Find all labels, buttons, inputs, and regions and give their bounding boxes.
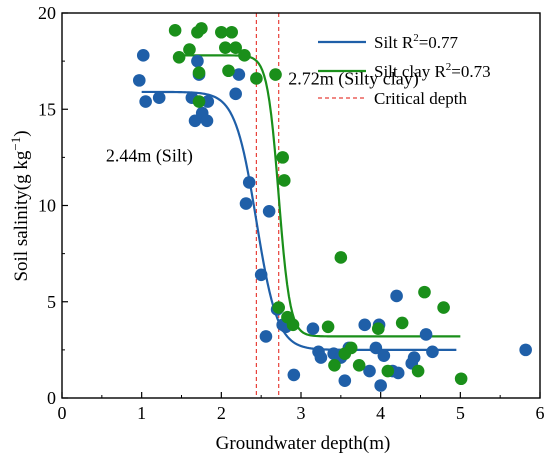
point-silt-clay	[321, 320, 335, 334]
point-silt	[262, 204, 276, 218]
y-axis-label-close: )	[11, 130, 32, 136]
point-silt	[519, 343, 532, 357]
point-silt	[390, 289, 403, 303]
point-silt-clay	[277, 174, 291, 187]
point-silt-clay	[352, 358, 366, 372]
annotation-label: 2.72m (Silty clay)	[288, 68, 418, 89]
point-silt-clay	[219, 41, 232, 54]
point-silt-clay	[272, 301, 285, 314]
y-tick-label: 20	[38, 3, 56, 23]
x-tick-label: 5	[456, 403, 465, 423]
point-silt-clay	[381, 364, 395, 378]
point-silt-clay	[344, 341, 358, 355]
point-silt-clay	[222, 64, 235, 78]
point-silt-clay	[328, 358, 341, 372]
point-silt-clay	[168, 24, 182, 37]
point-silt	[200, 114, 214, 128]
point-silt-clay	[454, 372, 468, 386]
point-silt	[254, 268, 268, 282]
point-silt-clay	[192, 66, 206, 79]
point-silt-clay	[229, 41, 242, 54]
point-silt-clay	[276, 151, 289, 164]
point-silt	[139, 95, 152, 108]
x-tick-label: 4	[376, 403, 385, 423]
legend-label-critical: Critical depth	[374, 89, 468, 108]
point-silt-clay	[195, 22, 208, 35]
x-tick-label: 6	[536, 403, 545, 423]
fit-curve-silt-clay	[177, 54, 461, 338]
y-tick-label: 15	[38, 99, 56, 119]
point-silt-clay	[334, 251, 348, 264]
point-silt	[407, 351, 421, 364]
y-tick-label: 10	[38, 196, 56, 216]
point-silt	[229, 87, 242, 101]
point-silt	[374, 379, 387, 392]
legend-label-silt-clay: Silt clay R2=0.73	[374, 61, 491, 81]
point-silt-clay	[437, 301, 450, 314]
point-silt	[152, 91, 166, 104]
data-points	[132, 22, 532, 392]
point-silt-clay	[225, 25, 238, 39]
legend: Silt R2=0.77 Silt clay R2=0.73 Critical …	[318, 32, 491, 108]
point-silt	[419, 328, 433, 341]
point-silt-clay	[238, 49, 251, 62]
point-silt	[136, 49, 150, 62]
point-silt	[242, 176, 256, 189]
x-tick-label: 3	[297, 403, 306, 423]
point-silt	[306, 322, 320, 336]
point-silt	[201, 95, 215, 108]
point-silt	[132, 74, 146, 87]
x-tick-label: 0	[58, 403, 67, 423]
point-silt	[314, 351, 328, 364]
x-tick-label: 1	[137, 403, 146, 423]
x-tick-label: 2	[217, 403, 226, 423]
point-silt-clay	[215, 25, 228, 39]
point-silt	[259, 330, 273, 343]
point-silt-clay	[371, 322, 385, 336]
point-silt-clay	[192, 95, 206, 108]
point-silt	[363, 364, 376, 378]
point-silt	[391, 366, 405, 380]
point-silt	[377, 349, 391, 362]
point-silt-clay	[286, 318, 300, 332]
point-silt-clay	[250, 72, 263, 85]
point-silt	[239, 197, 253, 210]
y-tick-label: 0	[47, 388, 56, 408]
annotations: 2.44m (Silt) 2.72m (Silty clay)	[106, 68, 419, 166]
x-axis-label: Groundwater depth(m)	[216, 433, 391, 454]
point-silt	[191, 54, 204, 68]
point-silt	[426, 345, 439, 359]
y-axis-label-main: Soil salinity(g kg	[11, 150, 32, 281]
point-silt	[287, 368, 301, 382]
point-silt-clay	[411, 364, 425, 378]
annotation-label: 2.44m (Silt)	[106, 145, 193, 166]
y-axis-label: Soil salinity(g kg−1)	[8, 130, 32, 281]
axis-ticks: 0 1 2 3 4 5 6 0 5 10 15 20	[38, 3, 545, 423]
point-silt	[232, 68, 246, 81]
fit-curve-silt	[141, 90, 457, 351]
point-silt-clay	[172, 50, 186, 64]
point-silt-clay	[418, 285, 431, 299]
point-silt	[338, 374, 352, 387]
y-axis-label-exponent: −1	[8, 137, 23, 151]
y-tick-label: 5	[47, 292, 56, 312]
point-silt	[369, 341, 383, 355]
point-silt-clay	[395, 316, 409, 330]
point-silt	[358, 318, 372, 332]
point-silt-clay	[183, 43, 196, 56]
legend-label-silt: Silt R2=0.77	[374, 32, 459, 52]
point-silt-clay	[269, 68, 282, 81]
